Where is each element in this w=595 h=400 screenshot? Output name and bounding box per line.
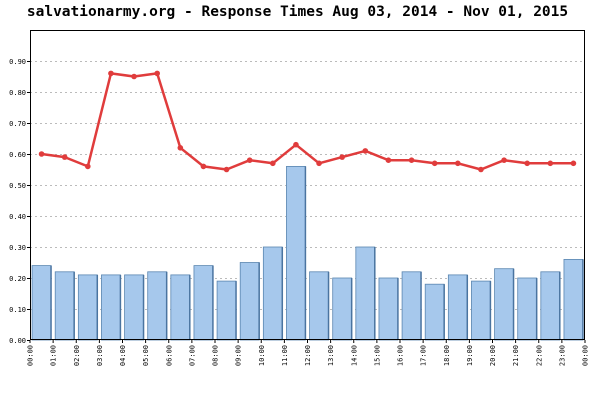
chart-title: salvationarmy.org - Response Times Aug 0… <box>26 4 569 20</box>
bar <box>447 274 468 341</box>
y-tick-label: 0.10 <box>9 306 26 314</box>
y-tick-label: 0.90 <box>9 58 26 66</box>
y-axis: 0.00 0.10 0.20 0.30 0.40 0.50 0.60 0.70 0.80 0.90 <box>9 58 30 345</box>
x-tick-label: 11:00 <box>281 345 289 366</box>
x-tick-label: 06:00 <box>165 345 173 366</box>
bar <box>193 265 214 341</box>
bar <box>262 246 283 341</box>
x-tick-label: 16:00 <box>397 345 405 366</box>
x-tick-label: 18:00 <box>443 345 451 366</box>
line-point <box>61 154 68 160</box>
x-tick-label: 17:00 <box>420 345 428 366</box>
x-tick-label: 04:00 <box>119 345 127 366</box>
x-tick-label: 13:00 <box>327 345 335 366</box>
bar <box>170 274 191 341</box>
x-tick-label: 15:00 <box>373 345 381 366</box>
bar <box>309 271 329 341</box>
y-tick-label: 0.00 <box>9 337 26 345</box>
line-point <box>362 148 369 154</box>
x-tick-label: 21:00 <box>512 345 520 366</box>
line-point <box>339 154 345 160</box>
x-axis: 00:00 01:00 02:00 03:00 04:00 05:00 06:00 07:00… <box>27 340 590 366</box>
x-tick-label: 19:00 <box>466 345 474 366</box>
line-point <box>524 160 530 167</box>
x-tick-label: 10:00 <box>258 345 266 366</box>
plot-border <box>30 30 585 340</box>
bar-series <box>31 165 584 341</box>
x-tick-label: 12:00 <box>304 345 312 366</box>
x-tick-label: 01:00 <box>50 345 58 366</box>
x-tick-label: 22:00 <box>535 345 543 366</box>
line-point <box>154 70 160 77</box>
y-tick-label: 0.60 <box>9 151 26 159</box>
bar <box>471 280 491 341</box>
x-tick-label: 02:00 <box>73 345 81 366</box>
line-point <box>501 157 507 163</box>
line-point <box>38 151 45 157</box>
line-series <box>38 70 577 173</box>
bar <box>424 283 445 341</box>
bar <box>31 265 52 341</box>
bar <box>286 165 306 341</box>
line-point <box>270 160 276 167</box>
plot-area <box>30 30 585 340</box>
y-tick-label: 0.30 <box>9 244 26 252</box>
line-point <box>455 160 461 167</box>
y-tick-label: 0.20 <box>9 275 26 283</box>
x-tick-label: 03:00 <box>96 345 104 366</box>
line-point <box>85 163 91 170</box>
x-tick-label: 09:00 <box>235 345 243 366</box>
bar <box>332 277 353 341</box>
line-point <box>431 160 438 167</box>
bar <box>517 277 538 341</box>
bar <box>101 274 121 341</box>
line-point <box>570 160 577 167</box>
line-point <box>246 157 253 163</box>
x-tick-label: 14:00 <box>350 345 358 366</box>
line-point <box>385 157 392 163</box>
x-tick-label: 00:00 <box>582 345 590 366</box>
x-tick-label: 07:00 <box>188 345 196 366</box>
line-point <box>478 166 484 173</box>
y-tick-label: 0.50 <box>9 182 26 190</box>
y-tick-label: 0.40 <box>9 213 26 221</box>
bar <box>54 271 75 341</box>
bar <box>401 271 422 341</box>
bar <box>216 280 237 341</box>
bar <box>239 262 260 341</box>
x-tick-label: 20:00 <box>489 345 497 366</box>
y-tick-label: 0.70 <box>9 120 26 128</box>
bar <box>540 271 561 341</box>
line-point <box>547 160 554 167</box>
line-point <box>316 160 322 167</box>
line-point <box>408 157 415 163</box>
bar <box>378 277 399 341</box>
line-point <box>223 166 230 173</box>
response-time-line <box>41 72 574 171</box>
x-tick-label: 23:00 <box>558 345 566 366</box>
x-tick-label: 00:00 <box>27 345 35 366</box>
x-tick-label: 05:00 <box>142 345 150 366</box>
line-point <box>131 73 137 80</box>
bar <box>563 258 584 341</box>
x-tick-label: 08:00 <box>212 345 220 366</box>
bar <box>494 268 514 341</box>
line-point <box>293 141 299 148</box>
line-point <box>200 163 207 170</box>
bar <box>355 246 376 341</box>
bar <box>77 274 98 341</box>
line-point <box>177 145 184 151</box>
y-tick-label: 0.80 <box>9 89 26 97</box>
bar <box>147 271 168 341</box>
bar <box>124 274 144 341</box>
line-point <box>108 70 114 77</box>
